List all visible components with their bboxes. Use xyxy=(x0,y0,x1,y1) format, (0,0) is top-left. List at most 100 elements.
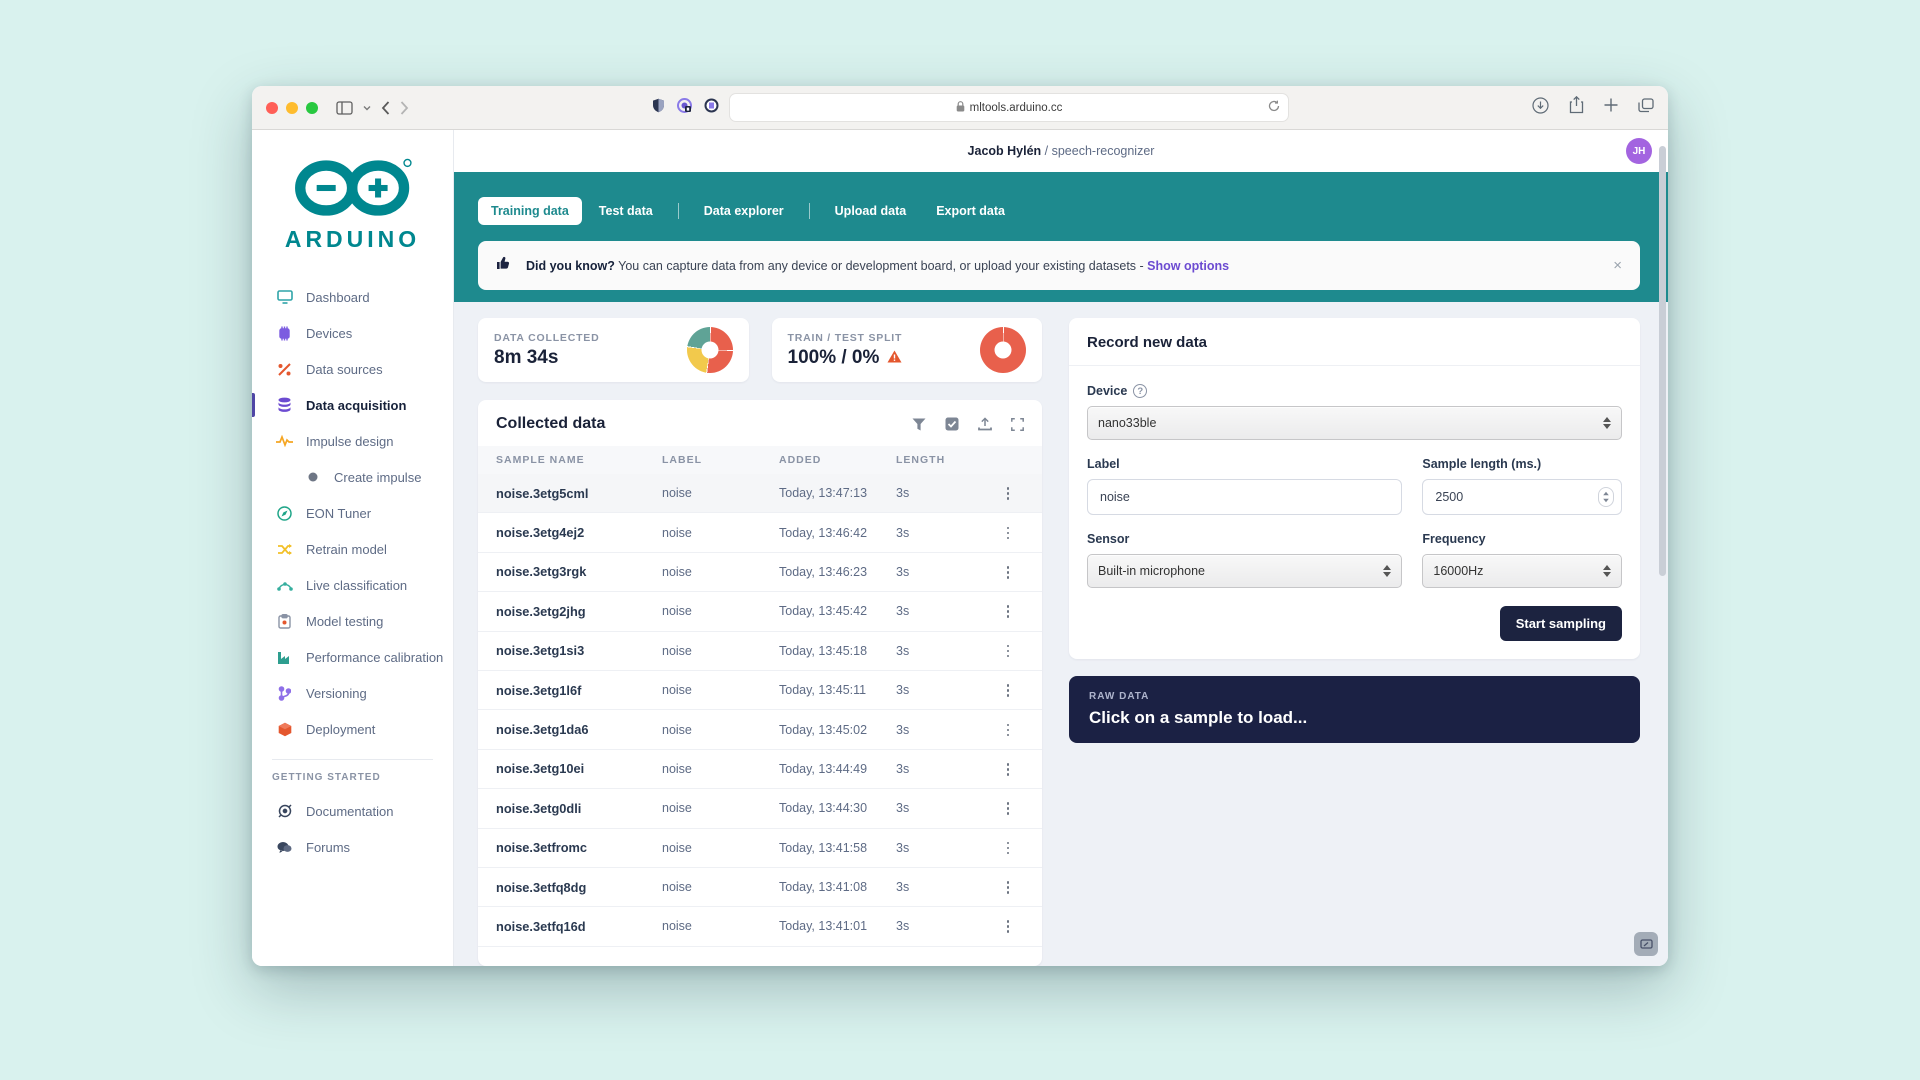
expand-icon[interactable] xyxy=(1011,417,1024,431)
forward-button[interactable] xyxy=(400,100,409,115)
select-all-checkbox-icon[interactable] xyxy=(945,417,959,431)
row-menu-icon[interactable] xyxy=(1001,841,1015,855)
scrollbar-thumb[interactable] xyxy=(1659,146,1666,576)
did-you-know-banner: Did you know? You can capture data from … xyxy=(478,241,1640,290)
row-menu-icon[interactable] xyxy=(1001,604,1015,618)
tab-data-explorer[interactable]: Data explorer xyxy=(703,204,784,218)
frequency-select[interactable]: 16000Hz xyxy=(1422,554,1622,588)
url-text: mltools.arduino.cc xyxy=(969,101,1063,114)
chevron-down-icon[interactable] xyxy=(363,105,371,111)
data-collected-label: DATA COLLECTED xyxy=(494,331,600,344)
blocker-extension-icon[interactable] xyxy=(704,98,719,118)
tab-export-data[interactable]: Export data xyxy=(936,204,1005,218)
chip-icon xyxy=(276,326,293,341)
upload-icon[interactable] xyxy=(978,417,992,431)
table-row[interactable]: noise.3etg3rgk noise Today, 13:46:23 3s xyxy=(478,553,1042,593)
row-menu-icon[interactable] xyxy=(1001,880,1015,894)
sidebar-item-retrain-model[interactable]: Retrain model xyxy=(252,531,453,567)
row-menu-icon[interactable] xyxy=(1001,526,1015,540)
number-stepper-icon[interactable] xyxy=(1598,487,1614,507)
start-sampling-button[interactable]: Start sampling xyxy=(1499,606,1622,641)
downloads-icon[interactable] xyxy=(1532,96,1549,119)
data-sources-icon xyxy=(276,362,293,377)
table-row[interactable]: noise.3etg2jhg noise Today, 13:45:42 3s xyxy=(478,592,1042,632)
sidebar-item-model-testing[interactable]: Model testing xyxy=(252,603,453,639)
row-menu-icon[interactable] xyxy=(1001,723,1015,737)
sidebar-item-data-sources[interactable]: Data sources xyxy=(252,351,453,387)
train-test-split-label: TRAIN / TEST SPLIT xyxy=(787,331,903,344)
sensor-select[interactable]: Built-in microphone xyxy=(1087,554,1403,588)
warning-icon xyxy=(887,347,902,369)
browser-window: mltools.arduino.cc xyxy=(252,86,1668,966)
sample-length-label: Sample length (ms.) xyxy=(1422,457,1542,471)
tab-training-data[interactable]: Training data xyxy=(478,197,582,225)
zoom-window-button[interactable] xyxy=(306,101,318,114)
row-menu-icon[interactable] xyxy=(1001,644,1015,658)
avatar[interactable]: JH xyxy=(1626,138,1652,164)
thumbs-up-icon xyxy=(496,255,512,276)
compass-icon xyxy=(276,505,293,521)
sidebar-item-documentation[interactable]: Documentation xyxy=(252,793,453,829)
sidebar-item-impulse-design[interactable]: Impulse design xyxy=(252,423,453,459)
tab-upload-data[interactable]: Upload data xyxy=(834,204,907,218)
feedback-widget-button[interactable] xyxy=(1634,932,1658,956)
record-new-data-card: Record new data Device ? nano33ble xyxy=(1069,318,1640,659)
sidebar-toggle-icon[interactable] xyxy=(336,100,353,115)
tab-overview-icon[interactable] xyxy=(1638,97,1654,118)
row-menu-icon[interactable] xyxy=(1001,565,1015,579)
privacy-extension-icon[interactable] xyxy=(677,97,692,118)
help-icon[interactable]: ? xyxy=(1133,384,1148,398)
breadcrumb-project[interactable]: speech-recognizer xyxy=(1051,144,1155,158)
table-row[interactable]: noise.3etfq8dg noise Today, 13:41:08 3s xyxy=(478,868,1042,908)
address-bar[interactable]: mltools.arduino.cc xyxy=(729,93,1289,122)
share-icon[interactable] xyxy=(1569,95,1584,119)
table-row[interactable]: noise.3etfq16d noise Today, 13:41:01 3s xyxy=(478,907,1042,947)
table-row[interactable]: noise.3etg1l6f noise Today, 13:45:11 3s xyxy=(478,671,1042,711)
table-row[interactable]: noise.3etg0dli noise Today, 13:44:30 3s xyxy=(478,789,1042,829)
frequency-label: Frequency xyxy=(1422,532,1486,546)
label-input[interactable] xyxy=(1087,479,1403,515)
table-row[interactable]: noise.3etg1da6 noise Today, 13:45:02 3s xyxy=(478,710,1042,750)
sidebar-item-data-acquisition[interactable]: Data acquisition xyxy=(252,387,453,423)
device-select[interactable]: nano33ble xyxy=(1087,406,1622,440)
sidebar-item-performance-calibration[interactable]: Performance calibration xyxy=(252,639,453,675)
table-row[interactable]: noise.3etg1si3 noise Today, 13:45:18 3s xyxy=(478,632,1042,671)
row-menu-icon[interactable] xyxy=(1001,801,1015,815)
shield-extension-icon[interactable] xyxy=(652,98,665,118)
sidebar-item-dashboard[interactable]: Dashboard xyxy=(252,279,453,315)
show-options-link[interactable]: Show options xyxy=(1147,258,1230,273)
row-menu-icon[interactable] xyxy=(1001,683,1015,697)
breadcrumb-user[interactable]: Jacob Hylén xyxy=(967,144,1042,158)
sidebar-item-deployment[interactable]: Deployment xyxy=(252,711,453,747)
table-row[interactable]: noise.3etg4ej2 noise Today, 13:46:42 3s xyxy=(478,513,1042,553)
row-menu-icon[interactable] xyxy=(1001,919,1015,934)
table-row[interactable]: noise.3etg10ei noise Today, 13:44:49 3s xyxy=(478,750,1042,790)
data-collected-value: 8m 34s xyxy=(494,346,559,368)
table-row[interactable]: noise.3etfromc noise Today, 13:41:58 3s xyxy=(478,829,1042,868)
close-window-button[interactable] xyxy=(266,101,278,114)
tab-test-data[interactable]: Test data xyxy=(598,204,653,218)
sidebar-item-devices[interactable]: Devices xyxy=(252,315,453,351)
sidebar-section-getting-started: GETTING STARTED xyxy=(272,772,381,783)
page-nav-band: Training data Test data Data explorer Up… xyxy=(454,172,1668,302)
sidebar-item-eon-tuner[interactable]: EON Tuner xyxy=(252,495,453,531)
row-menu-icon[interactable] xyxy=(1001,486,1015,500)
table-row[interactable]: noise.3etg5cml noise Today, 13:47:13 3s xyxy=(478,474,1042,514)
train-test-split-donut-chart xyxy=(980,327,1026,373)
minimize-window-button[interactable] xyxy=(286,101,298,114)
sidebar-item-live-classification[interactable]: Live classification xyxy=(252,567,453,603)
deploy-box-icon xyxy=(276,722,293,737)
new-tab-icon[interactable] xyxy=(1604,98,1618,117)
reload-icon[interactable] xyxy=(1268,100,1280,115)
row-menu-icon[interactable] xyxy=(1001,762,1015,776)
sample-length-input[interactable] xyxy=(1422,479,1622,515)
back-button[interactable] xyxy=(381,100,390,115)
sidebar-item-forums[interactable]: Forums xyxy=(252,829,453,865)
tab-separator xyxy=(677,203,679,219)
sidebar-item-create-impulse[interactable]: Create impulse xyxy=(252,459,453,495)
collected-data-card: Collected data xyxy=(478,400,1042,966)
data-tabs: Training data Test data Data explorer Up… xyxy=(478,172,1640,225)
filter-icon[interactable] xyxy=(912,418,926,431)
close-icon[interactable]: × xyxy=(1613,257,1622,274)
sidebar-item-versioning[interactable]: Versioning xyxy=(252,675,453,711)
